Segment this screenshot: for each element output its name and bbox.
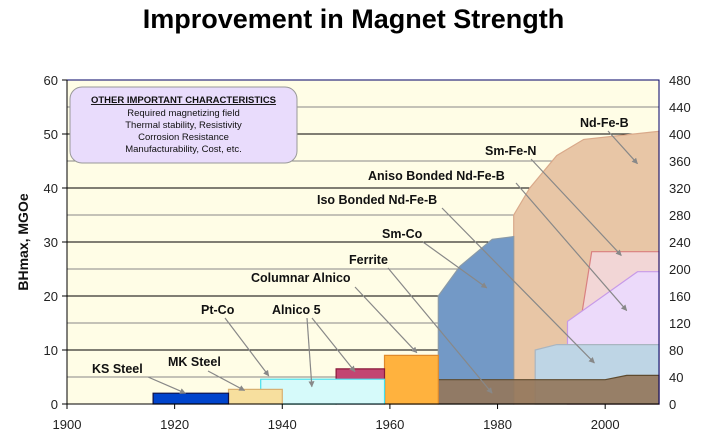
annotation-arrow bbox=[607, 130, 638, 165]
annotation-arrow bbox=[207, 370, 246, 392]
note-line: Required magnetizing field bbox=[127, 108, 239, 119]
y-tick-label: 30 bbox=[44, 235, 58, 250]
y2-tick-label: 320 bbox=[669, 181, 691, 196]
y-tick-label: 10 bbox=[44, 343, 58, 358]
y2-tick-label: 80 bbox=[669, 343, 683, 358]
area-ks-steel bbox=[152, 392, 230, 405]
note-line: Corrosion Resistance bbox=[138, 132, 229, 143]
annotation-arrow bbox=[147, 376, 186, 394]
y-tick-label: 20 bbox=[44, 289, 58, 304]
y-tick-label: 60 bbox=[44, 73, 58, 88]
y2-tick-label: 280 bbox=[669, 208, 691, 223]
y-tick-label: 50 bbox=[44, 127, 58, 142]
annotation-label: Nd-Fe-B bbox=[580, 116, 629, 130]
series-areas bbox=[152, 130, 660, 405]
y2-tick-label: 200 bbox=[669, 262, 691, 277]
annotation-label: Columnar Alnico bbox=[251, 271, 351, 285]
y2-tick-label: 400 bbox=[669, 127, 691, 142]
annotation-arrow bbox=[306, 317, 315, 388]
note-heading: OTHER IMPORTANT CHARACTERISTICS bbox=[91, 95, 276, 106]
annotation-label: Aniso Bonded Nd-Fe-B bbox=[368, 169, 505, 183]
area-mk-steel bbox=[227, 388, 283, 405]
area-columnar-alnico bbox=[383, 354, 439, 405]
annotation-arrow bbox=[422, 241, 488, 289]
annotation-arrow bbox=[311, 317, 356, 373]
y2-tick-label: 160 bbox=[669, 289, 691, 304]
note-box-background bbox=[69, 86, 298, 164]
note-line: Thermal stability, Resistivity bbox=[125, 120, 242, 131]
y-tick-label: 40 bbox=[44, 181, 58, 196]
annotation-arrow bbox=[354, 286, 418, 354]
x-tick-label: 1960 bbox=[375, 417, 404, 432]
y2-tick-label: 240 bbox=[669, 235, 691, 250]
annotation-label: Alnico 5 bbox=[272, 303, 321, 317]
annotation-label: Pt-Co bbox=[201, 303, 235, 317]
y2-tick-label: 120 bbox=[669, 316, 691, 331]
x-tick-label: 1920 bbox=[160, 417, 189, 432]
y2-tick-label: 40 bbox=[669, 370, 683, 385]
annotation-label: KS Steel bbox=[92, 362, 143, 376]
annotation-arrow bbox=[530, 158, 622, 256]
y2-tick-label: 480 bbox=[669, 73, 691, 88]
axes: 0 10 20 30 40 50 60 0 40 80 120 160 200 240 280 320 360 4… bbox=[44, 73, 691, 432]
annotations: KS Steel MK Steel Pt-Co Alnico 5 Columnar Al… bbox=[92, 116, 638, 394]
y-tick-label: 0 bbox=[51, 397, 58, 412]
annotation-label: Ferrite bbox=[349, 253, 388, 267]
x-tick-label: 1980 bbox=[483, 417, 512, 432]
y-axis-label: BHmax, MGOe bbox=[15, 193, 31, 290]
annotation-arrow bbox=[387, 267, 493, 394]
y2-tick-label: 0 bbox=[669, 397, 676, 412]
annotation-arrow bbox=[515, 182, 628, 312]
annotation-arrow bbox=[441, 207, 595, 364]
annotation-label: MK Steel bbox=[168, 355, 221, 369]
annotation-label: Sm-Co bbox=[382, 227, 423, 241]
annotation-label: Sm-Fe-N bbox=[485, 144, 536, 158]
annotation-arrow bbox=[224, 317, 270, 377]
y2-tick-label: 360 bbox=[669, 154, 691, 169]
x-tick-label: 1940 bbox=[268, 417, 297, 432]
x-tick-label: 2000 bbox=[591, 417, 620, 432]
note-box: OTHER IMPORTANT CHARACTERISTICS Required… bbox=[69, 86, 298, 164]
y2-tick-label: 440 bbox=[669, 100, 691, 115]
chart-title: Improvement in Magnet Strength bbox=[142, 4, 565, 34]
x-tick-label: 1900 bbox=[53, 417, 82, 432]
annotation-label: Iso Bonded Nd-Fe-B bbox=[317, 193, 437, 207]
note-line: Manufacturability, Cost, etc. bbox=[125, 144, 242, 155]
